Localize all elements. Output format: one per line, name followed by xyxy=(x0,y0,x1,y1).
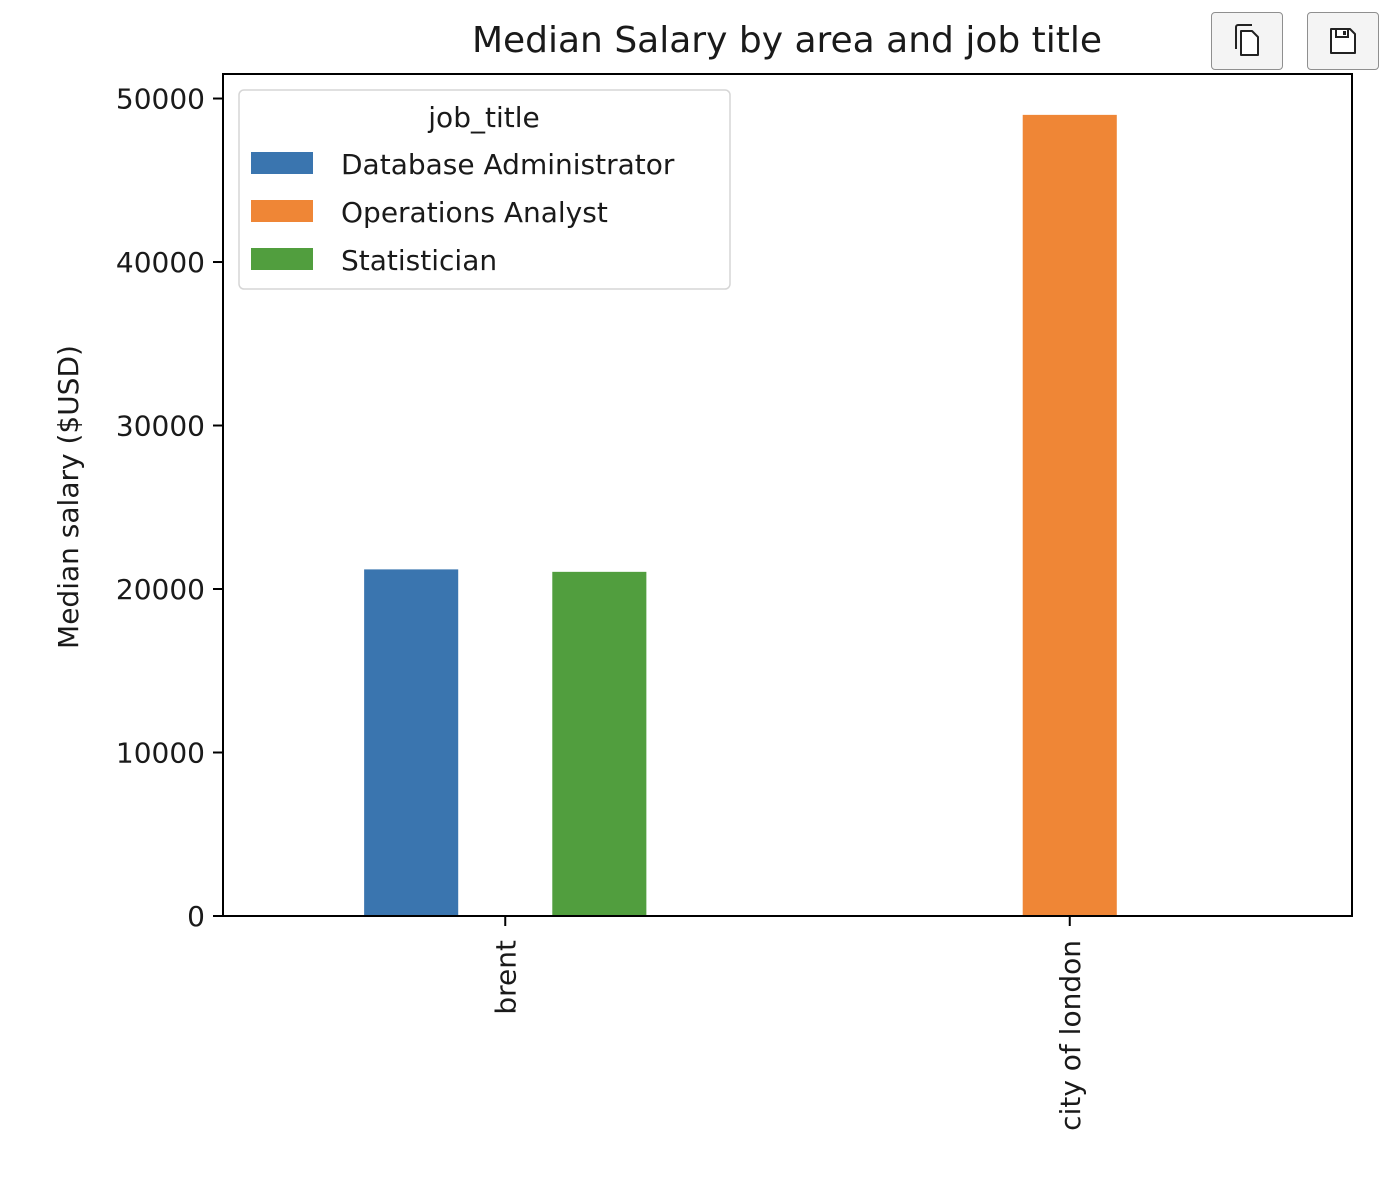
legend-swatch xyxy=(251,152,313,174)
save-icon xyxy=(1330,28,1356,54)
copy-icon xyxy=(1235,24,1259,56)
y-axis-label: Median salary ($USD) xyxy=(52,345,85,649)
legend-box xyxy=(238,89,731,290)
legend-label: Database Administrator xyxy=(341,148,675,181)
y-tick-label: 50000 xyxy=(116,83,205,116)
y-tick-label: 40000 xyxy=(116,246,205,279)
chart-title: Median Salary by area and job title xyxy=(472,20,1102,61)
legend-title: job_title xyxy=(427,101,539,134)
bar-operations-analyst-city-of-london xyxy=(1022,114,1117,917)
plot-frame xyxy=(222,73,1353,917)
y-tick-label: 30000 xyxy=(116,410,205,443)
save-button[interactable] xyxy=(1307,12,1379,70)
legend: job_title Database Administrator Operatio… xyxy=(238,89,731,290)
y-ticks: 0 10000 20000 30000 40000 50000 xyxy=(116,83,223,933)
bar-statistician-brent xyxy=(552,571,647,916)
legend-entries: Database Administrator Operations Analyst… xyxy=(251,148,675,277)
legend-label: Operations Analyst xyxy=(341,196,608,229)
legend-label: Statistician xyxy=(341,244,497,277)
y-tick-label: 0 xyxy=(187,900,205,933)
x-ticks: brent city of london xyxy=(489,916,1087,1131)
y-tick-label: 10000 xyxy=(116,737,205,770)
x-tick-label: brent xyxy=(489,940,522,1015)
copy-button[interactable] xyxy=(1211,12,1283,70)
legend-swatch xyxy=(251,200,313,222)
x-tick-label: city of london xyxy=(1054,940,1087,1131)
bars-layer xyxy=(364,114,1117,917)
legend-swatch xyxy=(251,248,313,270)
bar-database-administrator-brent xyxy=(364,569,459,916)
y-tick-label: 20000 xyxy=(116,573,205,606)
